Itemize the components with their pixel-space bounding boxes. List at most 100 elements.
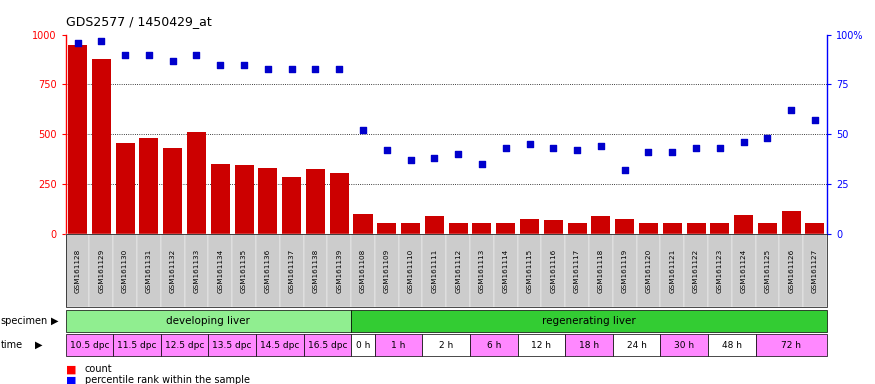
- Bar: [234, 166, 254, 234]
- Text: GSM161133: GSM161133: [193, 248, 200, 293]
- Point: [142, 51, 156, 58]
- Text: GSM161115: GSM161115: [527, 248, 533, 293]
- Text: 48 h: 48 h: [722, 341, 742, 350]
- Point: [71, 40, 85, 46]
- Text: GSM161129: GSM161129: [98, 248, 104, 293]
- Text: 12.5 dpc: 12.5 dpc: [164, 341, 204, 350]
- Text: count: count: [85, 364, 113, 374]
- Bar: [710, 223, 730, 234]
- Bar: [615, 219, 634, 234]
- Text: specimen: specimen: [1, 316, 48, 326]
- Text: 1 h: 1 h: [391, 341, 406, 350]
- Point: [499, 145, 513, 151]
- Point: [190, 51, 204, 58]
- Bar: [568, 223, 586, 234]
- Bar: [425, 216, 444, 234]
- Point: [546, 145, 560, 151]
- Text: GSM161119: GSM161119: [621, 248, 627, 293]
- Bar: [116, 143, 135, 234]
- Point: [237, 61, 251, 68]
- Point: [308, 65, 322, 71]
- Text: GSM161127: GSM161127: [812, 248, 818, 293]
- Text: ■: ■: [66, 375, 76, 384]
- Text: GSM161118: GSM161118: [598, 248, 604, 293]
- Bar: [543, 220, 563, 234]
- Bar: [258, 168, 277, 234]
- Text: GSM161138: GSM161138: [312, 248, 318, 293]
- Point: [427, 155, 441, 161]
- Point: [618, 167, 632, 174]
- Text: GSM161131: GSM161131: [146, 248, 152, 293]
- Text: ▶: ▶: [35, 340, 43, 350]
- Point: [594, 143, 608, 149]
- Text: regenerating liver: regenerating liver: [542, 316, 636, 326]
- Bar: [187, 132, 206, 234]
- Text: 12 h: 12 h: [531, 341, 551, 350]
- Bar: [211, 164, 230, 234]
- Text: ■: ■: [66, 364, 76, 374]
- Bar: [520, 219, 539, 234]
- Point: [641, 149, 655, 156]
- Point: [94, 38, 108, 44]
- Text: 18 h: 18 h: [579, 341, 599, 350]
- Text: GSM161117: GSM161117: [574, 248, 580, 293]
- Bar: [92, 58, 111, 234]
- Bar: [496, 223, 515, 234]
- Bar: [473, 223, 492, 234]
- Bar: [163, 148, 182, 234]
- Text: GSM161126: GSM161126: [788, 248, 794, 293]
- Bar: [734, 215, 753, 234]
- Bar: [354, 214, 373, 234]
- Text: 16.5 dpc: 16.5 dpc: [307, 341, 347, 350]
- Text: GSM161124: GSM161124: [740, 248, 746, 293]
- Bar: [806, 223, 824, 234]
- Point: [165, 58, 179, 64]
- Text: GSM161139: GSM161139: [336, 248, 342, 293]
- Text: ▶: ▶: [51, 316, 59, 326]
- Point: [713, 145, 727, 151]
- Bar: [592, 216, 611, 234]
- Bar: [758, 223, 777, 234]
- Point: [118, 51, 132, 58]
- Text: 0 h: 0 h: [356, 341, 370, 350]
- Text: GSM161110: GSM161110: [408, 248, 414, 293]
- Bar: [282, 177, 301, 234]
- Bar: [377, 223, 396, 234]
- Point: [403, 157, 417, 164]
- Text: GSM161137: GSM161137: [289, 248, 295, 293]
- Text: 72 h: 72 h: [781, 341, 802, 350]
- Text: GSM161130: GSM161130: [123, 248, 128, 293]
- Point: [356, 127, 370, 134]
- Bar: [781, 211, 801, 234]
- Point: [380, 147, 394, 154]
- Text: GSM161113: GSM161113: [479, 248, 485, 293]
- Text: GSM161132: GSM161132: [170, 248, 176, 293]
- Text: GSM161134: GSM161134: [217, 248, 223, 293]
- Point: [570, 147, 584, 154]
- Text: GSM161136: GSM161136: [265, 248, 271, 293]
- Text: GSM161108: GSM161108: [360, 248, 366, 293]
- Point: [284, 65, 298, 71]
- Text: 13.5 dpc: 13.5 dpc: [213, 341, 252, 350]
- Text: 2 h: 2 h: [439, 341, 453, 350]
- Point: [737, 139, 751, 146]
- Text: 10.5 dpc: 10.5 dpc: [70, 341, 109, 350]
- Text: 30 h: 30 h: [674, 341, 694, 350]
- Text: GSM161123: GSM161123: [717, 248, 723, 293]
- Text: 14.5 dpc: 14.5 dpc: [260, 341, 299, 350]
- Text: GSM161111: GSM161111: [431, 248, 438, 293]
- Point: [214, 61, 228, 68]
- Bar: [68, 45, 87, 234]
- Text: 6 h: 6 h: [487, 341, 501, 350]
- Text: GSM161125: GSM161125: [765, 248, 770, 293]
- Text: 11.5 dpc: 11.5 dpc: [117, 341, 157, 350]
- Text: GDS2577 / 1450429_at: GDS2577 / 1450429_at: [66, 15, 212, 28]
- Text: percentile rank within the sample: percentile rank within the sample: [85, 375, 250, 384]
- Text: GSM161122: GSM161122: [693, 248, 699, 293]
- Bar: [401, 223, 420, 234]
- Point: [665, 149, 679, 156]
- Text: GSM161121: GSM161121: [669, 248, 676, 293]
- Point: [522, 141, 536, 147]
- Text: GSM161135: GSM161135: [241, 248, 247, 293]
- Text: GSM161112: GSM161112: [455, 248, 461, 293]
